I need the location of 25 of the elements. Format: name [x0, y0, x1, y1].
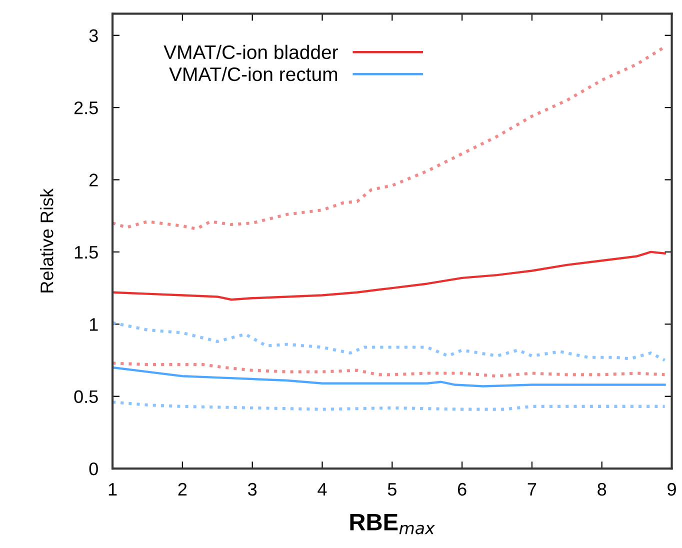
y-tick-label: 3	[89, 29, 98, 42]
y-tick-label: 0.5	[74, 390, 98, 404]
line-series	[112, 400, 666, 411]
x-tick-label: 6	[458, 482, 466, 496]
x-tick-label: 2	[178, 482, 187, 496]
x-tick-label: 7	[528, 483, 536, 496]
x-tick-label: 8	[598, 482, 606, 496]
y-tick-label: 2.5	[74, 101, 98, 114]
y-tick-label: 0	[89, 462, 98, 476]
line-series	[112, 366, 666, 388]
legend-label: VMAT/C-ion bladder	[164, 44, 338, 60]
line-series	[112, 362, 666, 378]
line-series	[112, 321, 666, 362]
x-tick-label: 5	[388, 483, 396, 496]
x-tick-label: 9	[668, 482, 676, 496]
line-series	[112, 250, 666, 301]
x-tick-label: 3	[248, 482, 257, 496]
legend-label: VMAT/C-ion rectum	[169, 66, 338, 82]
y-axis-title: Relative Risk	[40, 188, 54, 292]
x-axis-title: RBE$_{max}$	[350, 514, 435, 534]
y-tick-label: 2	[90, 174, 98, 186]
x-tick-label: 1	[108, 483, 117, 496]
y-tick-label: 1.5	[74, 246, 98, 259]
x-tick-label: 4	[318, 483, 327, 496]
y-tick-label: 1	[90, 318, 98, 331]
